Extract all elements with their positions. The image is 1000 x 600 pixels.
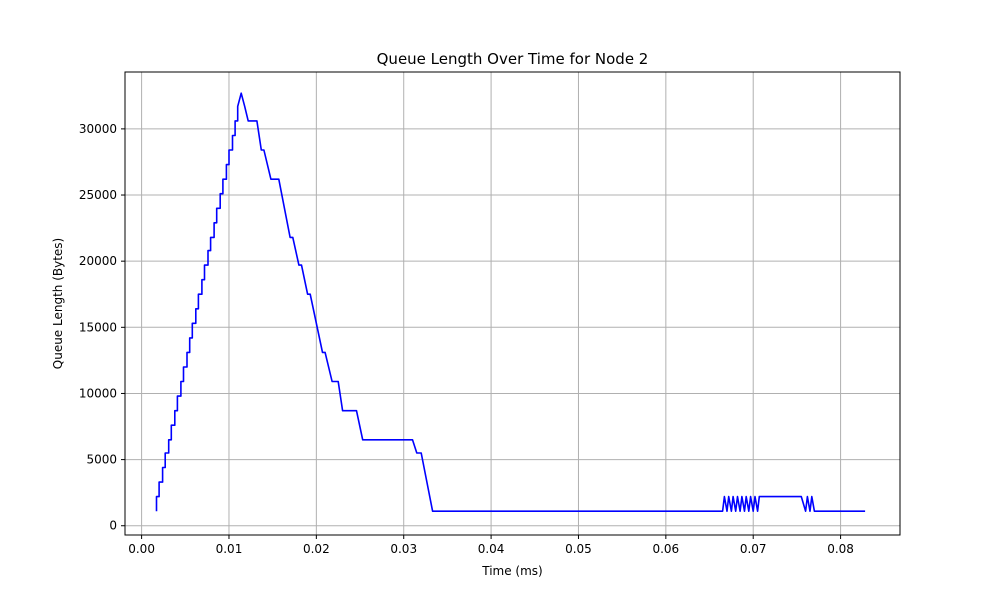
x-tick-label: 0.01 (216, 542, 243, 556)
y-tick-label: 5000 (86, 453, 117, 467)
chart-title: Queue Length Over Time for Node 2 (377, 50, 649, 68)
x-tick-label: 0.04 (478, 542, 505, 556)
y-axis-label: Queue Length (Bytes) (51, 238, 65, 369)
y-axis-ticks: 0 5000 10000 15000 20000 25000 30000 (79, 122, 125, 533)
series-layer (155, 92, 866, 513)
y-tick-label: 15000 (79, 320, 117, 334)
x-tick-label: 0.00 (128, 542, 155, 556)
x-tick-label: 0.06 (652, 542, 679, 556)
x-axis-ticks: 0.00 0.01 0.02 0.03 0.04 0.05 0.06 0.07 0.08 (128, 535, 854, 556)
x-tick-label: 0.02 (303, 542, 330, 556)
series-line (155, 92, 866, 513)
plot-frame (124, 71, 901, 536)
grid-lines (125, 72, 900, 535)
x-tick-label: 0.05 (565, 542, 592, 556)
y-tick-label: 25000 (79, 188, 117, 202)
y-tick-label: 30000 (79, 122, 117, 136)
x-tick-label: 0.07 (740, 542, 767, 556)
x-tick-label: 0.08 (827, 542, 854, 556)
y-tick-label: 10000 (79, 386, 117, 400)
x-tick-label: 0.03 (390, 542, 417, 556)
y-tick-label: 0 (109, 519, 117, 533)
x-axis-label: Time (ms) (481, 564, 543, 578)
y-tick-label: 20000 (79, 254, 117, 268)
